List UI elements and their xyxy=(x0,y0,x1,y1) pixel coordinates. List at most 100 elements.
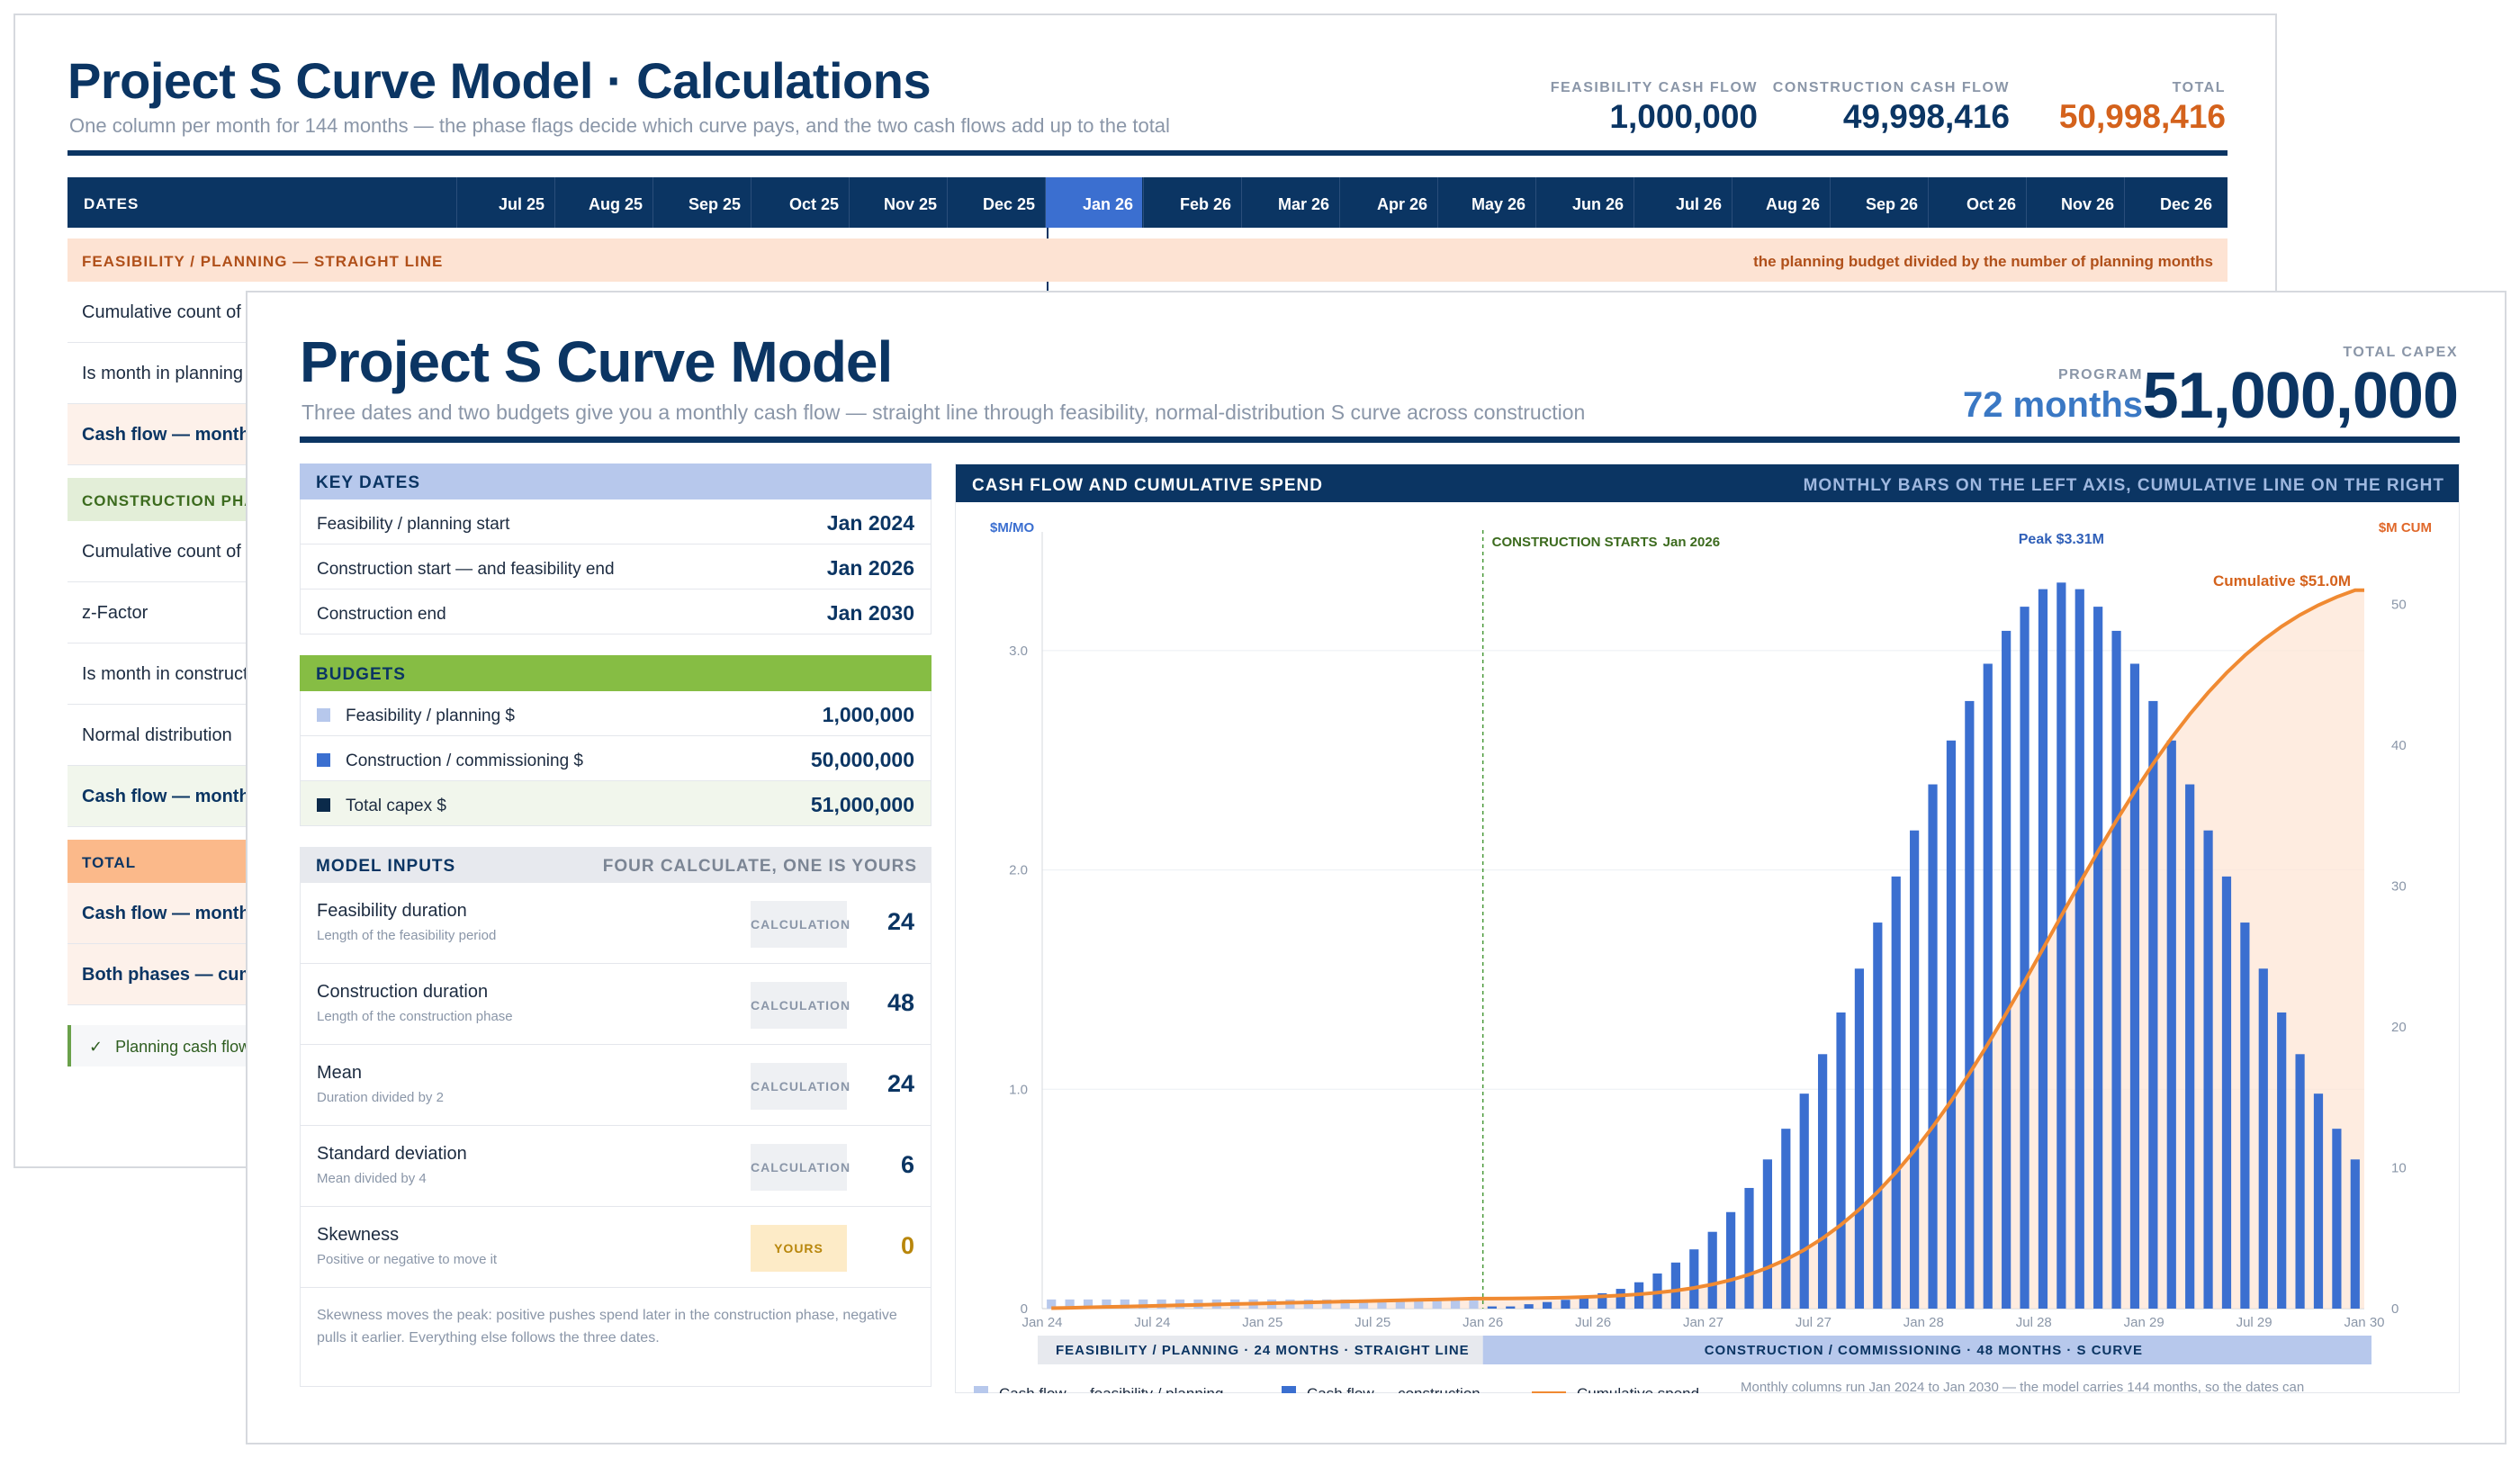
total-capex-kpi: TOTAL CAPEX 51,000,000 xyxy=(2143,345,2459,433)
month-header[interactable]: Sep 25 xyxy=(652,177,750,228)
feasibility-bar xyxy=(1102,1299,1112,1309)
budget-value[interactable]: 1,000,000 xyxy=(822,703,914,726)
kpi-total: TOTAL 50,998,416 xyxy=(2059,80,2226,136)
row-normal-distribution[interactable]: Normal distribution xyxy=(68,705,284,766)
budget-value[interactable]: 50,000,000 xyxy=(810,748,914,771)
kpi-feasibility-cash-flow: FEASIBILITY CASH FLOW 1,000,000 xyxy=(1551,80,1758,136)
kpi-value: 49,998,416 xyxy=(1842,98,2010,135)
key-date-value[interactable]: Jan 2026 xyxy=(826,556,914,580)
key-date-row[interactable]: Feasibility / planning start Jan 2024 xyxy=(300,500,932,544)
input-row: Feasibility duration Length of the feasi… xyxy=(300,883,932,964)
key-date-row[interactable]: Construction start — and feasibility end… xyxy=(300,544,932,590)
chart-footnote-line: Monthly columns run Jan 2024 to Jan 2030… xyxy=(1741,1380,2304,1393)
chart-header: CASH FLOW AND CUMULATIVE SPEND MONTHLY B… xyxy=(956,464,2459,502)
construction-bar xyxy=(2020,607,2030,1309)
title-rule xyxy=(300,436,2460,443)
input-value: 24 xyxy=(886,908,914,935)
month-header[interactable]: Apr 26 xyxy=(1339,177,1436,228)
construction-bar xyxy=(1818,1054,1828,1309)
total-swatch-icon xyxy=(317,798,330,812)
month-header[interactable]: Feb 26 xyxy=(1143,177,1240,228)
month-header[interactable]: Jul 25 xyxy=(456,177,554,228)
feasibility-bar xyxy=(1395,1299,1405,1309)
input-row-skewness[interactable]: Skewness Positive or negative to move it… xyxy=(300,1207,932,1288)
construction-bar xyxy=(1506,1306,1516,1309)
month-header[interactable]: Jun 26 xyxy=(1535,177,1633,228)
row-cumulative-construction[interactable]: Cumulative count of construction months xyxy=(68,521,284,582)
band-label: FEASIBILITY / PLANNING — STRAIGHT LINE xyxy=(82,253,444,270)
cash-flow-chart-panel: CASH FLOW AND CUMULATIVE SPEND MONTHLY B… xyxy=(955,464,2460,1393)
x-tick-label: Jul 27 xyxy=(1796,1315,1832,1330)
construction-bar xyxy=(1910,830,1920,1309)
month-header[interactable]: May 26 xyxy=(1437,177,1534,228)
kpi-value: 72 months xyxy=(1962,385,2143,425)
month-header[interactable]: Nov 25 xyxy=(849,177,946,228)
right-tick-label: 10 xyxy=(2391,1160,2407,1175)
row-is-planning[interactable]: Is month in planning phase xyxy=(68,343,284,404)
key-date-label: Construction start — and feasibility end xyxy=(317,560,615,579)
input-desc: Length of the feasibility period xyxy=(317,928,497,943)
month-header[interactable]: Sep 26 xyxy=(1830,177,1927,228)
construction-start-label: CONSTRUCTION STARTS xyxy=(1492,535,1658,550)
month-header[interactable]: Nov 26 xyxy=(2026,177,2123,228)
construction-bar xyxy=(2203,830,2213,1309)
right-tick-label: 30 xyxy=(2391,878,2407,894)
key-date-value[interactable]: Jan 2030 xyxy=(826,601,914,625)
key-dates-header: KEY DATES xyxy=(300,464,932,500)
page-title: Project S Curve Model xyxy=(300,329,893,394)
budget-value: 51,000,000 xyxy=(810,793,914,816)
calculation-badge: CALCULATION xyxy=(751,1063,850,1110)
construction-bar xyxy=(1524,1304,1534,1309)
key-date-value[interactable]: Jan 2024 xyxy=(826,511,914,535)
month-header[interactable]: Oct 25 xyxy=(751,177,848,228)
month-header[interactable]: Aug 26 xyxy=(1732,177,1829,228)
construction-bar xyxy=(2111,630,2121,1309)
input-row: Standard deviation Mean divided by 4 CAL… xyxy=(300,1126,932,1207)
band-note: the planning budget divided by the numbe… xyxy=(1753,253,2213,270)
right-tick-label: 50 xyxy=(2391,597,2407,612)
left-axis-label: $M/MO xyxy=(990,520,1035,536)
month-header[interactable]: Oct 26 xyxy=(1928,177,2025,228)
construction-bar xyxy=(2185,784,2195,1309)
row-is-construction[interactable]: Is month in construction phase xyxy=(68,644,284,705)
x-tick-label: Jan 29 xyxy=(2124,1315,2164,1330)
feasibility-bar xyxy=(1450,1299,1461,1309)
legend-feasibility-swatch-icon xyxy=(974,1386,988,1393)
construction-bar xyxy=(2277,1012,2287,1309)
title-rule xyxy=(68,150,2228,156)
construction-bar xyxy=(1762,1159,1773,1309)
skewness-input[interactable]: 0 xyxy=(900,1232,914,1259)
input-name: Standard deviation xyxy=(317,1144,467,1164)
right-tick-label: 40 xyxy=(2391,738,2407,753)
budget-row[interactable]: Feasibility / planning $ 1,000,000 xyxy=(300,691,932,736)
construction-swatch-icon xyxy=(317,753,330,767)
construction-bar xyxy=(2148,700,2158,1309)
budget-row[interactable]: Construction / commissioning $ 50,000,00… xyxy=(300,736,932,781)
month-header[interactable]: Dec 25 xyxy=(947,177,1044,228)
calculation-badge: CALCULATION xyxy=(751,1144,850,1191)
feasibility-swatch-icon xyxy=(317,708,330,722)
key-date-label: Construction end xyxy=(317,605,446,624)
month-header[interactable]: Jul 26 xyxy=(1634,177,1731,228)
legend-construction-swatch-icon xyxy=(1282,1386,1296,1393)
row-z-factor[interactable]: z-Factor xyxy=(68,582,284,644)
feasibility-bar xyxy=(1469,1299,1479,1309)
month-header[interactable]: Aug 25 xyxy=(554,177,652,228)
key-date-row[interactable]: Construction end Jan 2030 xyxy=(300,590,932,634)
row-cumulative-planning[interactable]: Cumulative count of planning months xyxy=(68,282,284,343)
construction-bar xyxy=(2129,663,2140,1309)
feasibility-bar xyxy=(1432,1299,1442,1309)
construction-phase-label: CONSTRUCTION / COMMISSIONING · 48 MONTHS… xyxy=(1705,1343,2143,1358)
kpi-label: FEASIBILITY CASH FLOW xyxy=(1550,80,1758,95)
input-desc: Length of the construction phase xyxy=(317,1009,513,1024)
model-inputs-header: MODEL INPUTS FOUR CALCULATE, ONE IS YOUR… xyxy=(300,847,932,883)
construction-bar xyxy=(2002,630,2012,1309)
month-header[interactable]: Mar 26 xyxy=(1241,177,1338,228)
construction-bar xyxy=(1928,784,1938,1309)
kpi-label: TOTAL xyxy=(2172,80,2226,95)
month-header[interactable]: Dec 26 xyxy=(2124,177,2221,228)
construction-bar xyxy=(1487,1306,1497,1309)
x-tick-label: Jul 24 xyxy=(1134,1315,1170,1330)
feasibility-bar xyxy=(1340,1299,1350,1309)
month-header[interactable]: Jan 26 xyxy=(1045,177,1142,228)
